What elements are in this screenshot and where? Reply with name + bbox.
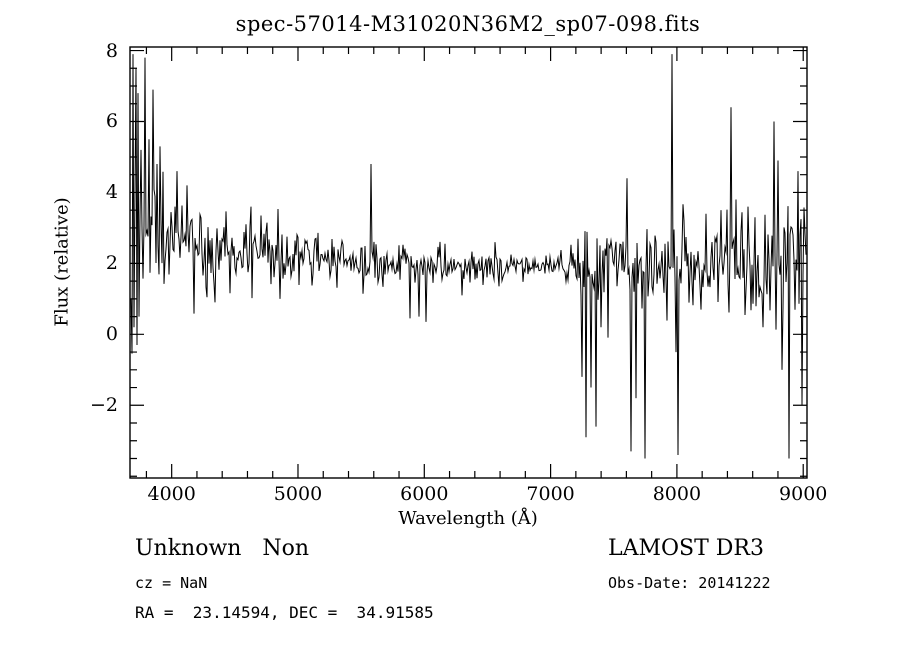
x-tick-label: 7000 [526,483,575,505]
y-tick-label: 6 [105,110,118,133]
obs-date: Obs-Date: 20141222 [608,574,771,592]
x-tick-label: 4000 [147,483,196,505]
plot-title: spec-57014-M31020N36M2_sp07-098.fits [235,12,701,36]
x-tick-label: 6000 [400,483,449,505]
ra-dec-coordinates: RA = 23.14594, DEC = 34.91585 [135,603,434,622]
y-tick-label: 2 [105,252,118,275]
x-tick-label: 9000 [779,483,828,505]
x-tick-label: 5000 [273,483,323,505]
x-tick-label: 8000 [652,483,702,505]
y-tick-label: 8 [105,39,118,62]
y-tick-label: 0 [105,323,118,346]
y-tick-label: −2 [89,394,118,417]
y-tick-label: 4 [105,181,118,204]
x-axis-label: Wavelength (Å) [398,508,538,529]
survey-label: LAMOST DR3 [608,536,764,561]
cz-value: cz = NaN [135,574,208,592]
classification-label: Unknown Non [135,536,310,561]
